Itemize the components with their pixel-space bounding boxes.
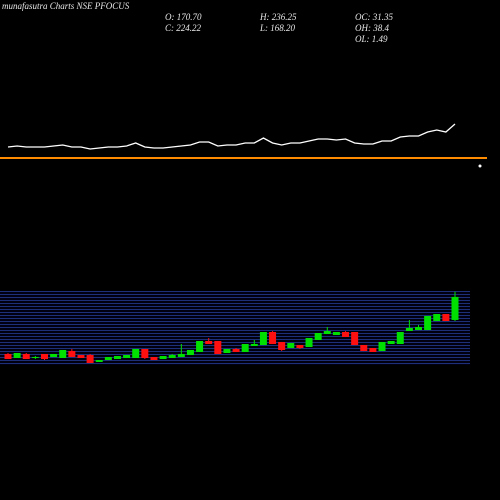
candle-body bbox=[13, 352, 21, 358]
candle-panel bbox=[0, 291, 470, 365]
candle-body bbox=[50, 353, 58, 357]
candle-body bbox=[351, 332, 359, 345]
candle-body bbox=[168, 355, 176, 358]
chart-title: munafasutra Charts NSE PFOCUS bbox=[2, 1, 130, 11]
candle-body bbox=[95, 360, 103, 362]
candle-body bbox=[223, 348, 231, 353]
candle-body bbox=[4, 353, 12, 360]
candle-body bbox=[132, 348, 140, 358]
candle-body bbox=[150, 356, 158, 361]
candle-body bbox=[77, 355, 85, 358]
candle-body bbox=[396, 332, 404, 345]
marker bbox=[478, 164, 482, 168]
candle-body bbox=[141, 348, 149, 358]
candle-body bbox=[177, 353, 185, 357]
candle-body bbox=[196, 340, 204, 353]
candle-body bbox=[451, 296, 459, 320]
candle-body bbox=[424, 315, 432, 331]
stat: OL: 1.49 bbox=[355, 34, 388, 44]
stat: OC: 31.35 bbox=[355, 12, 393, 22]
candle-body bbox=[22, 353, 30, 360]
candle-body bbox=[104, 356, 112, 361]
candle-body bbox=[31, 356, 39, 358]
candle-body bbox=[186, 349, 194, 356]
candle-body bbox=[415, 327, 423, 331]
candle-body bbox=[323, 331, 331, 335]
candle-body bbox=[369, 348, 377, 353]
candle-body bbox=[433, 314, 441, 321]
stat: OH: 38.4 bbox=[355, 23, 389, 33]
candle-body bbox=[232, 348, 240, 353]
candle-body bbox=[296, 344, 304, 349]
candle-body bbox=[113, 356, 121, 360]
stat: L: 168.20 bbox=[259, 23, 296, 33]
candle-body bbox=[205, 340, 213, 345]
candle-body bbox=[68, 351, 76, 357]
candle-body bbox=[159, 356, 167, 360]
candle-body bbox=[287, 343, 295, 349]
candle-body bbox=[269, 332, 277, 345]
candle-body bbox=[259, 332, 267, 345]
candle-body bbox=[405, 328, 413, 332]
candle-body bbox=[214, 340, 222, 354]
candle-body bbox=[314, 332, 322, 341]
candle-body bbox=[332, 332, 340, 336]
candle-body bbox=[378, 341, 386, 352]
stat: H: 236.25 bbox=[259, 12, 297, 22]
candle-body bbox=[59, 349, 67, 358]
stat: O: 170.70 bbox=[165, 12, 202, 22]
candle-body bbox=[442, 314, 450, 321]
price-line bbox=[7, 123, 456, 150]
candle-body bbox=[86, 355, 94, 364]
candle-body bbox=[123, 355, 131, 358]
candle-body bbox=[278, 341, 286, 350]
candle-body bbox=[40, 353, 48, 360]
stat: C: 224.22 bbox=[165, 23, 202, 33]
candle-body bbox=[342, 332, 350, 337]
candle-body bbox=[387, 340, 395, 345]
candle-body bbox=[360, 344, 368, 352]
candle-body bbox=[305, 338, 313, 348]
candle-body bbox=[250, 344, 258, 346]
candle-body bbox=[241, 344, 249, 353]
